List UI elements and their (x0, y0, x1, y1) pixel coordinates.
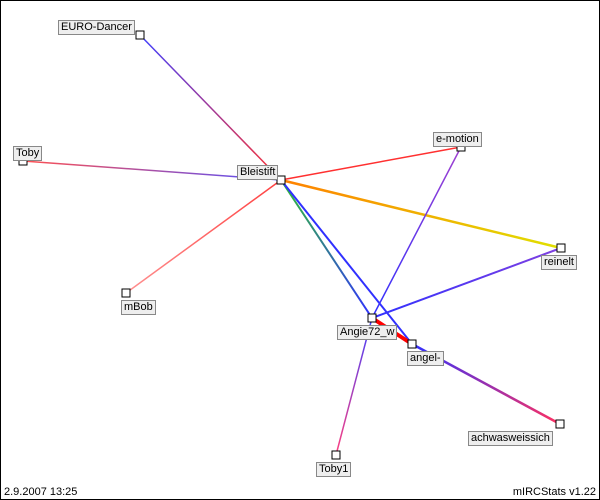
node-achwasweissich[interactable] (556, 420, 565, 429)
node-angel-[interactable] (408, 340, 417, 349)
node-mBob[interactable] (122, 289, 131, 298)
node-label-Bleistift[interactable]: Bleistift (237, 165, 278, 180)
edge-Bleistift-angel- (281, 180, 412, 344)
edge-Bleistift-Angie72_w (281, 180, 372, 318)
node-label-Toby1[interactable]: Toby1 (316, 462, 351, 477)
node-label-reinelt[interactable]: reinelt (541, 255, 577, 270)
node-label-mBob[interactable]: mBob (121, 300, 156, 315)
generator: mIRCStats v1.22 (513, 486, 596, 498)
node-label-achwasweissich[interactable]: achwasweissich (468, 431, 553, 446)
edge-Bleistift-reinelt (281, 180, 561, 248)
node-label-Toby[interactable]: Toby (13, 146, 42, 161)
node-Toby1[interactable] (332, 451, 341, 460)
node-EURO-Dancer[interactable] (136, 31, 145, 40)
node-label-EURO-Dancer[interactable]: EURO-Dancer (58, 20, 135, 35)
edge-Bleistift-mBob (126, 180, 281, 293)
node-reinelt[interactable] (557, 244, 566, 253)
node-label-Angie72_w[interactable]: Angie72_w (337, 325, 397, 340)
node-Angie72_w[interactable] (368, 314, 377, 323)
edge-Bleistift-e-motion (281, 147, 461, 180)
edge-Angie72_w-e-motion (372, 147, 461, 318)
node-label-angel-[interactable]: angel- (407, 351, 444, 366)
node-label-e-motion[interactable]: e-motion (433, 132, 482, 147)
edge-Bleistift-EURO-Dancer (140, 35, 281, 180)
edge-Angie72_w-reinelt (372, 248, 561, 318)
timestamp: 2.9.2007 13:25 (4, 486, 77, 498)
